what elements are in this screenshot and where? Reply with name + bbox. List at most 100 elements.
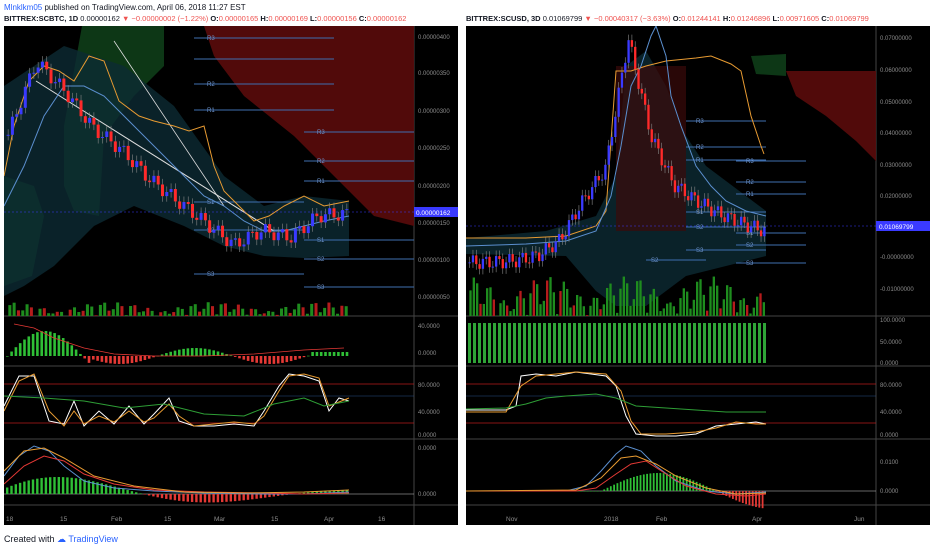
right-osc-bar <box>590 491 592 492</box>
right-candle <box>620 72 624 88</box>
right-candle <box>564 236 567 240</box>
right-candle <box>723 217 726 223</box>
left-macd-bar <box>10 351 13 356</box>
right-volume-bar <box>476 283 479 316</box>
left-h: 0.00000169 <box>268 14 308 23</box>
right-volpct-bar <box>578 323 581 363</box>
left-candle <box>126 145 130 161</box>
left-candle <box>28 73 32 87</box>
right-osc-tick: 0.0100 <box>880 460 899 466</box>
left-macd-bar <box>70 345 74 356</box>
right-volpct-bar <box>613 323 616 363</box>
left-osc-bar <box>246 494 250 500</box>
left-candle <box>45 61 49 70</box>
left-macd-bar <box>31 333 35 356</box>
left-macd-bar <box>104 356 108 363</box>
right-candle <box>567 220 571 237</box>
right-candle <box>587 195 591 200</box>
right-volume-bar <box>552 292 555 316</box>
right-volume-bar <box>532 280 535 316</box>
right-candle <box>481 258 485 269</box>
left-osc-bar <box>311 491 314 494</box>
left-osc-bar <box>276 494 280 496</box>
left-macd-bar <box>36 332 39 356</box>
right-osc-red <box>466 460 767 497</box>
right-volpct-bar <box>593 323 596 363</box>
left-price-tag-bg <box>414 207 458 217</box>
right-volume-bar <box>636 281 639 316</box>
left-macd-bar <box>272 356 276 364</box>
right-blue-line <box>466 26 767 247</box>
left-macd-bar <box>255 356 258 363</box>
right-osc-bar <box>583 491 586 492</box>
right-osc-bar <box>633 476 635 491</box>
left-chart-panel[interactable]: R3 R2 R1 R3 R2 R1 S1 S2 S1 S2 S3 S3 0.00… <box>4 26 458 525</box>
left-y-tick: 0.00000350 <box>418 71 450 77</box>
left-macd-bar <box>126 356 129 364</box>
left-osc-bar <box>216 494 220 503</box>
right-volpct-bar <box>528 323 531 363</box>
tradingview-link[interactable]: TradingView <box>68 534 118 544</box>
right-volume-bar <box>626 283 629 316</box>
right-volpct-bar <box>473 323 476 363</box>
right-volume-bar <box>749 313 752 316</box>
right-candle <box>703 198 706 207</box>
right-candle <box>647 104 650 130</box>
right-candle <box>653 138 657 143</box>
right-symbol[interactable]: BITTREX:SCUSD, 3D <box>466 14 541 23</box>
right-candle <box>634 46 637 70</box>
right-x-tick: Nov <box>506 516 518 523</box>
left-osc-bar <box>302 492 306 494</box>
right-volume-bar <box>539 304 542 316</box>
left-macd-bar <box>328 352 332 356</box>
right-osc-tick: 0.0000 <box>880 489 899 495</box>
left-macd-bar <box>57 335 61 356</box>
left-cloud-red <box>204 26 414 226</box>
right-volume-bar <box>519 290 522 316</box>
left-volume-bar <box>219 304 223 316</box>
left-macd-bar <box>173 350 177 356</box>
left-volume-bar <box>314 303 318 316</box>
right-volpct-bar <box>648 323 651 363</box>
right-volume-percent-bars <box>468 323 766 363</box>
pivot-label: S3 <box>696 248 704 254</box>
right-osc-bar <box>728 491 731 498</box>
left-chart-svg[interactable]: R3 R2 R1 R3 R2 R1 S1 S2 S1 S2 S3 S3 0.00… <box>4 26 458 525</box>
right-stoch-orange <box>466 371 766 435</box>
left-volume-bar <box>85 304 89 316</box>
left-stoch-orange <box>4 373 350 427</box>
right-volpct-bar <box>468 323 471 363</box>
left-osc-bar <box>225 494 228 502</box>
left-macd-bar <box>122 356 125 364</box>
right-volume-bar <box>479 303 482 316</box>
right-osc-bar <box>600 491 602 492</box>
right-volume-bar <box>732 301 735 316</box>
right-candle <box>663 165 667 168</box>
left-osc-blue <box>4 445 350 495</box>
right-volume-bars <box>469 276 765 316</box>
right-candle <box>700 206 703 208</box>
left-bb-band <box>4 46 349 296</box>
author-link[interactable]: Mlnklkm05 <box>4 3 43 12</box>
left-osc-bar <box>203 494 207 503</box>
left-macd-bar <box>298 356 301 359</box>
left-osc-bar <box>255 494 258 499</box>
left-osc-red <box>4 455 350 495</box>
right-chart-panel[interactable]: R3 R2 R1 R3 R2 R1 S1 S2 S3 S1 S2 S3 S2 0… <box>466 26 930 525</box>
pivot-label: R1 <box>317 179 325 185</box>
left-macd-bar <box>49 331 52 356</box>
right-chart-svg[interactable]: R3 R2 R1 R3 R2 R1 S1 S2 S3 S1 S2 S3 S2 0… <box>466 26 930 525</box>
left-candle <box>148 180 152 183</box>
left-volume-bar <box>271 311 275 316</box>
left-volume-bar <box>142 311 146 316</box>
left-symbol[interactable]: BITTREX:SCBTC, 1D <box>4 14 79 23</box>
left-candle <box>191 203 195 218</box>
right-volume-bar <box>506 305 509 316</box>
right-candle <box>614 116 617 138</box>
left-osc-bar <box>113 486 116 494</box>
left-macd-bar <box>186 348 190 356</box>
left-stoch-green <box>4 395 350 417</box>
right-volume-bar <box>629 305 632 316</box>
right-volpct-bar <box>718 323 721 363</box>
left-osc-bar <box>18 482 22 494</box>
